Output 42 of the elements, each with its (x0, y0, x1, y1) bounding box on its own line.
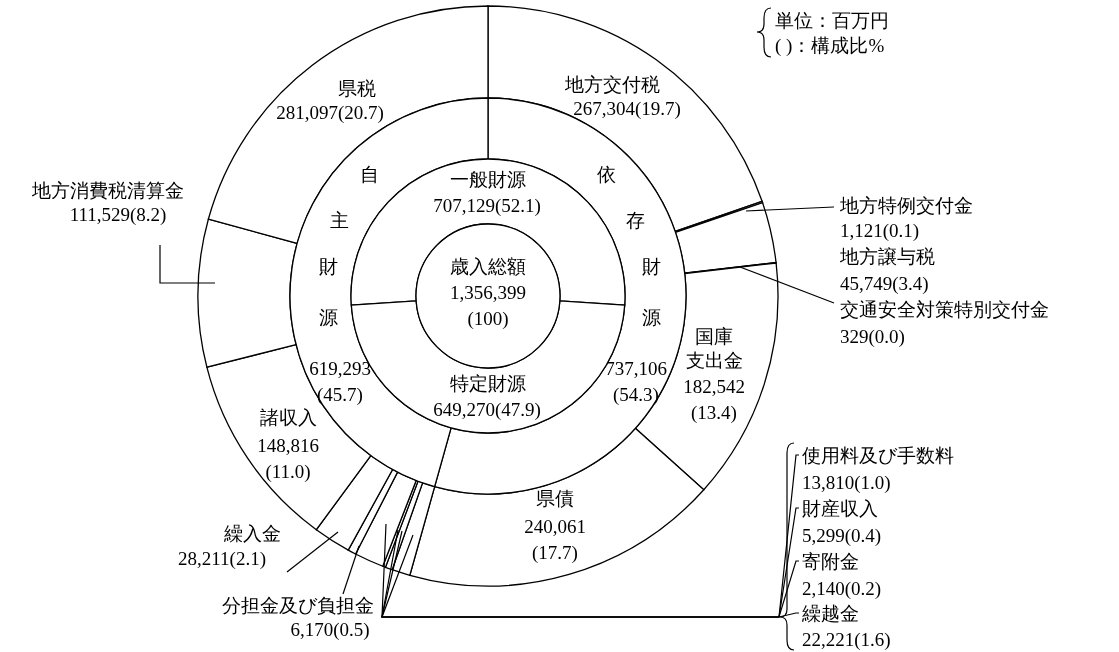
data-label: 267,304(19.7) (573, 97, 681, 120)
data-label: 182,542(13.4) (683, 375, 745, 424)
slice-label: 地方交付税 (563, 73, 660, 95)
slice-label: 寄附金 (802, 550, 859, 572)
data-label: 5,299(0.4) (802, 524, 882, 547)
data-label: 1,356,399(100) (450, 281, 526, 330)
data-label: 13,810(1.0) (802, 471, 891, 494)
slice-label: 一般財源 (450, 168, 526, 190)
data-label: 619,293(45.7) (309, 357, 371, 406)
data-label: 148,816(11.0) (257, 434, 319, 483)
text: ( )：構成比% (775, 34, 885, 57)
data-label: 240,061(17.7) (524, 515, 586, 564)
data-label: 6,170(0.5) (290, 618, 370, 641)
data-label: 1,121(0.1) (840, 219, 920, 242)
data-label: 329(0.0) (840, 325, 905, 348)
slice-label: 国庫支出金 (685, 325, 743, 371)
data-label: 737,106(54.3) (605, 357, 667, 406)
data-label: 707,129(52.1) (433, 194, 541, 217)
slice-label: 繰越金 (801, 602, 859, 624)
slice-label: 地方譲与税 (839, 245, 935, 267)
slice-label: 県税 (338, 77, 376, 99)
data-label: 649,270(47.9) (433, 398, 541, 421)
slice-label: 地方特例交付金 (839, 194, 973, 216)
slice-label: 使用料及び手数料 (802, 444, 954, 466)
data-label: 22,221(1.6) (802, 628, 891, 651)
slice-label: 地方消費税清算金 (31, 179, 184, 201)
slice-label: 歳入総額 (450, 255, 526, 277)
category-label: 依存財源 (596, 163, 661, 328)
slice-label: 県債 (536, 487, 574, 509)
data-label: 281,097(20.7) (276, 101, 384, 124)
slice-label: 財産収入 (802, 497, 878, 519)
slice-label: 交通安全対策特別交付金 (840, 298, 1049, 320)
data-label: 28,211(2.1) (178, 547, 266, 570)
slice-label: 諸収入 (259, 406, 317, 428)
category-label: 自主財源 (318, 163, 379, 328)
slice-label: 繰入金 (222, 522, 281, 544)
data-label: 2,140(0.2) (802, 577, 882, 600)
slice-label: 分担金及び負担金 (222, 594, 374, 616)
data-label: 111,529(8.2) (69, 203, 167, 226)
slice-label: 特定財源 (450, 372, 526, 394)
data-label: 45,749(3.4) (840, 272, 929, 295)
text: 単位：百万円 (775, 9, 889, 31)
